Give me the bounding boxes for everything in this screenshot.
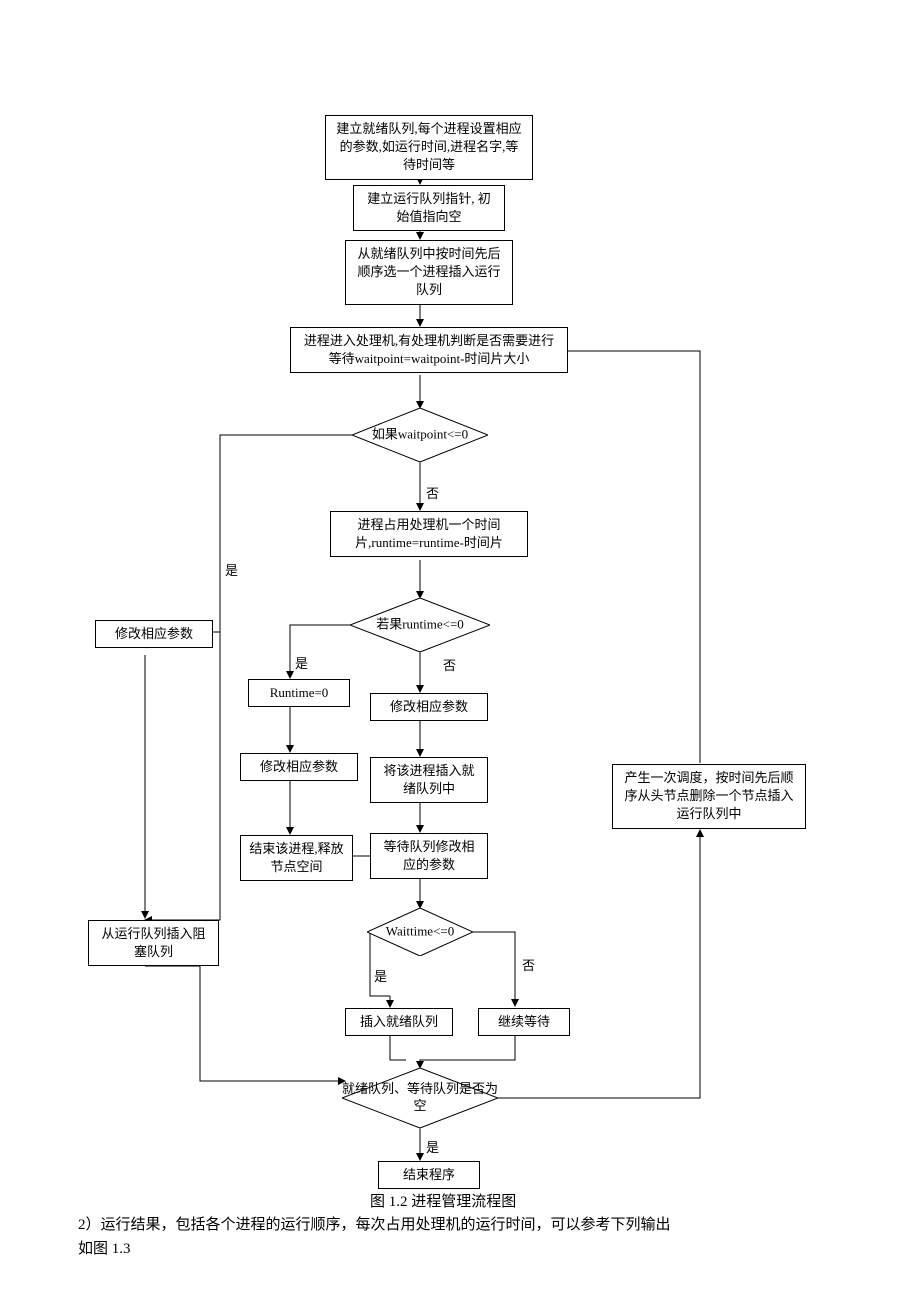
label-no-1: 否 <box>426 483 439 502</box>
text: 结束该进程,释放节点空间 <box>249 840 344 876</box>
text: 产生一次调度，按时间先后顺序从头节点删除一个节点插入运行队列中 <box>621 769 797 824</box>
figure-caption: 图 1.2 进程管理流程图 <box>370 1190 516 1211</box>
text: 若果runtime<=0 <box>350 617 490 634</box>
node-select-process: 从就绪队列中按时间先后顺序选一个进程插入运行队列 <box>345 240 513 305</box>
decision-waitpoint: 如果waitpoint<=0 <box>352 408 488 462</box>
text: 进程进入处理机,有处理机判断是否需要进行等待waitpoint=waitpoin… <box>299 332 559 368</box>
node-wait-modify: 等待队列修改相应的参数 <box>370 833 488 879</box>
label-no-2: 否 <box>443 655 456 674</box>
text: 结束程序 <box>403 1166 455 1184</box>
node-modify-params-left: 修改相应参数 <box>95 620 213 648</box>
node-enter-cpu: 进程进入处理机,有处理机判断是否需要进行等待waitpoint=waitpoin… <box>290 327 568 373</box>
text: 就绪队列、等待队列是否为空 <box>342 1081 498 1115</box>
text: 修改相应参数 <box>390 698 468 716</box>
text: 继续等待 <box>498 1013 550 1031</box>
node-end-process: 结束该进程,释放节点空间 <box>240 835 353 881</box>
paragraph-2a: 2）运行结果，包括各个进程的运行顺序，每次占用处理机的运行时间，可以参考下列输出 <box>78 1213 858 1237</box>
text: 进程占用处理机一个时间片,runtime=runtime-时间片 <box>339 516 519 552</box>
text: Runtime=0 <box>270 684 329 702</box>
node-insert-block: 从运行队列插入阻塞队列 <box>88 920 219 966</box>
label-no-3: 否 <box>522 955 535 974</box>
text: 建立就绪队列,每个进程设置相应的参数,如运行时间,进程名字,等待时间等 <box>334 120 524 175</box>
label-yes-1: 是 <box>225 560 238 579</box>
node-modify-params-mid: 修改相应参数 <box>370 693 488 721</box>
label-yes-2: 是 <box>295 653 308 672</box>
node-setup-ready-queue: 建立就绪队列,每个进程设置相应的参数,如运行时间,进程名字,等待时间等 <box>325 115 533 180</box>
text: 插入就绪队列 <box>360 1013 438 1031</box>
node-insert-ready-2: 插入就绪队列 <box>345 1008 453 1036</box>
node-keep-waiting: 继续等待 <box>478 1008 570 1036</box>
node-run-queue-ptr: 建立运行队列指针, 初始值指向空 <box>353 185 505 231</box>
node-runtime-zero: Runtime=0 <box>248 679 350 707</box>
node-insert-ready: 将该进程插入就绪队列中 <box>370 757 488 803</box>
text: 将该进程插入就绪队列中 <box>379 762 479 798</box>
node-end-program: 结束程序 <box>378 1161 480 1189</box>
node-schedule-once: 产生一次调度，按时间先后顺序从头节点删除一个节点插入运行队列中 <box>612 764 806 829</box>
text: 从运行队列插入阻塞队列 <box>97 925 210 961</box>
text: 修改相应参数 <box>115 625 193 643</box>
text: 建立运行队列指针, 初始值指向空 <box>362 190 496 226</box>
flowchart-canvas: 建立就绪队列,每个进程设置相应的参数,如运行时间,进程名字,等待时间等 建立运行… <box>0 0 920 1302</box>
decision-waittime: Waittime<=0 <box>367 908 473 956</box>
node-timeslice: 进程占用处理机一个时间片,runtime=runtime-时间片 <box>330 511 528 557</box>
paragraph-2b: 如图 1.3 <box>78 1237 131 1261</box>
label-yes-4: 是 <box>426 1137 439 1156</box>
text: 修改相应参数 <box>260 758 338 776</box>
text: 从就绪队列中按时间先后顺序选一个进程插入运行队列 <box>354 245 504 300</box>
text: 如果waitpoint<=0 <box>352 427 488 444</box>
text: Waittime<=0 <box>367 924 473 941</box>
text: 等待队列修改相应的参数 <box>379 838 479 874</box>
node-modify-params-2: 修改相应参数 <box>240 753 358 781</box>
label-yes-3: 是 <box>374 966 387 985</box>
decision-queues-empty: 就绪队列、等待队列是否为空 <box>342 1068 498 1128</box>
decision-runtime: 若果runtime<=0 <box>350 598 490 652</box>
